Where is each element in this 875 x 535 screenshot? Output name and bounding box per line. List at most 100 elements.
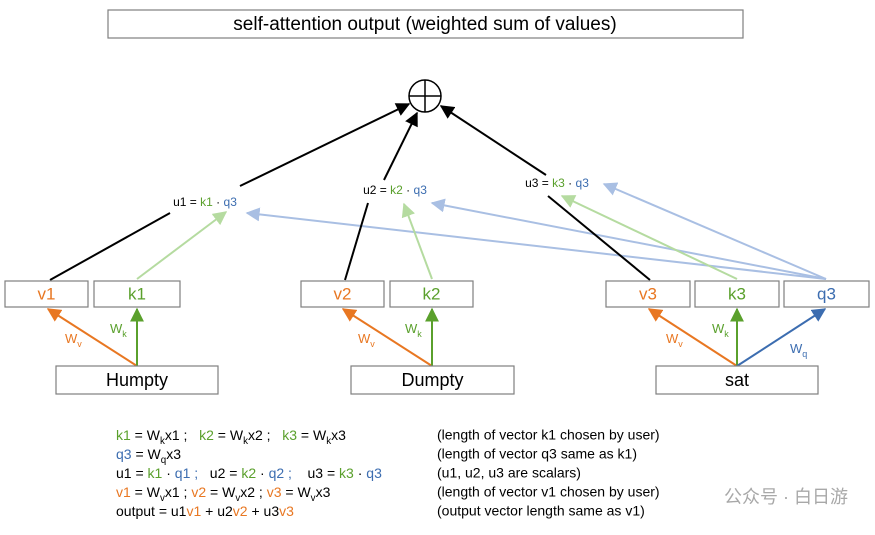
text-segment: x2 ; — [240, 484, 266, 500]
text-segment: k2 — [241, 465, 256, 481]
text-segment: q3 — [414, 183, 428, 197]
text-segment: W — [358, 331, 371, 346]
text-segment: · — [403, 183, 414, 197]
subscript: v — [77, 339, 82, 349]
text-segment: q3 — [116, 446, 132, 462]
text-segment: · — [213, 195, 224, 209]
text-segment: u2 = — [363, 183, 390, 197]
word-box — [55, 365, 219, 395]
text-segment: k1 — [148, 465, 163, 481]
text-segment: v3 — [267, 484, 282, 500]
vector-label: q3 — [817, 284, 836, 303]
weight-label: Wq — [790, 341, 807, 359]
vector-label: k3 — [728, 284, 746, 303]
text-segment: k2 — [390, 183, 403, 197]
weight-label: Wv — [358, 331, 375, 349]
text-segment: q3 — [366, 465, 382, 481]
text-segment: u3 = — [525, 176, 552, 190]
vector-box — [783, 280, 870, 308]
text-segment: k3 — [339, 465, 354, 481]
subscript: q — [161, 455, 166, 466]
title: self-attention output (weighted sum of v… — [233, 14, 616, 35]
formula-note: (length of vector k1 chosen by user) — [437, 427, 660, 443]
text-segment: u1 = — [116, 465, 148, 481]
subscript: v — [160, 493, 165, 504]
text-segment: v1 — [186, 503, 201, 519]
connectors — [46, 103, 827, 367]
text-segment: = W — [132, 446, 162, 462]
vector-box — [300, 280, 385, 308]
vector-label: v2 — [334, 284, 352, 303]
word-box — [655, 365, 819, 395]
rich-text: v1 = Wvx1 ; v2 = Wvx2 ; v3 = Wvx3 — [116, 484, 331, 504]
text-segment: W — [712, 321, 725, 336]
text-segment: x3 — [166, 446, 181, 462]
rich-text: output = u1v1 + u2v2 + u3v3 — [116, 503, 294, 519]
vector-box — [694, 280, 780, 308]
weight-label: Wk — [712, 321, 729, 339]
formula-note: (u1, u2, u3 are scalars) — [437, 465, 581, 481]
vector-box — [389, 280, 474, 308]
vector-label: k2 — [423, 284, 441, 303]
text-segment: k1 — [116, 427, 131, 443]
text-segment: W — [790, 341, 803, 356]
subscript: v — [678, 339, 683, 349]
rich-text: q3 = Wqx3 — [116, 446, 181, 466]
vector-label: v3 — [639, 284, 657, 303]
subscript: v — [235, 493, 240, 504]
text-segment: = W — [206, 484, 236, 500]
text-segment: = W — [281, 484, 311, 500]
formula-note: (length of vector v1 chosen by user) — [437, 484, 660, 500]
formula-note: (output vector length same as v1) — [437, 503, 645, 519]
text-segment: x3 — [331, 427, 346, 443]
word-label: Dumpty — [401, 370, 463, 390]
watermark: 公众号 · 白日游 — [724, 487, 848, 507]
subscript: k — [122, 329, 127, 339]
text-segment: x1 ; — [165, 484, 191, 500]
text-segment: x3 — [316, 484, 331, 500]
text-segment: k1 — [200, 195, 213, 209]
text-segment: q3 — [576, 176, 590, 190]
text-segment: + u3 — [248, 503, 280, 519]
vector-label: v1 — [38, 284, 56, 303]
formula-note: (length of vector q3 same as k1) — [437, 446, 637, 462]
subscript: k — [243, 436, 248, 447]
word-label: Humpty — [106, 370, 168, 390]
text-segment: W — [65, 331, 78, 346]
subscript: v — [311, 493, 316, 504]
rich-text: k1 = Wkx1 ; k2 = Wkx2 ; k3 = Wkx3 — [116, 427, 346, 447]
text-segment: u2 = — [198, 465, 241, 481]
text-segment: W — [110, 321, 123, 336]
subscript: k — [417, 329, 422, 339]
text-segment: = W — [214, 427, 244, 443]
text-segment: · — [162, 465, 174, 481]
weight-label: Wk — [405, 321, 422, 339]
sum-symbol — [408, 79, 442, 113]
text-segment: W — [666, 331, 679, 346]
text-segment: = W — [297, 427, 327, 443]
word-box — [350, 365, 515, 395]
text-segment: k3 — [552, 176, 565, 190]
text-segment: + u2 — [201, 503, 233, 519]
text-segment: v3 — [279, 503, 294, 519]
text-segment: k2 — [199, 427, 214, 443]
rich-text: u2 = k2 · q3 — [363, 183, 427, 197]
subscript: k — [326, 436, 331, 447]
text-segment: W — [405, 321, 418, 336]
text-segment: q1 ; — [175, 465, 198, 481]
text-segment: · — [256, 465, 268, 481]
vector-box — [4, 280, 89, 308]
subscript: k — [724, 329, 729, 339]
rich-text: u1 = k1 · q3 — [173, 195, 237, 209]
rich-text: u3 = k3 · q3 — [525, 176, 589, 190]
word-label: sat — [725, 370, 749, 390]
weight-label: Wv — [666, 331, 683, 349]
weight-label: Wk — [110, 321, 127, 339]
text-segment: = W — [131, 427, 161, 443]
subscript: k — [160, 436, 165, 447]
vector-box — [605, 280, 691, 308]
text-segment: u3 = — [292, 465, 339, 481]
text-segment: u1 = — [173, 195, 200, 209]
text-segment: · — [565, 176, 576, 190]
